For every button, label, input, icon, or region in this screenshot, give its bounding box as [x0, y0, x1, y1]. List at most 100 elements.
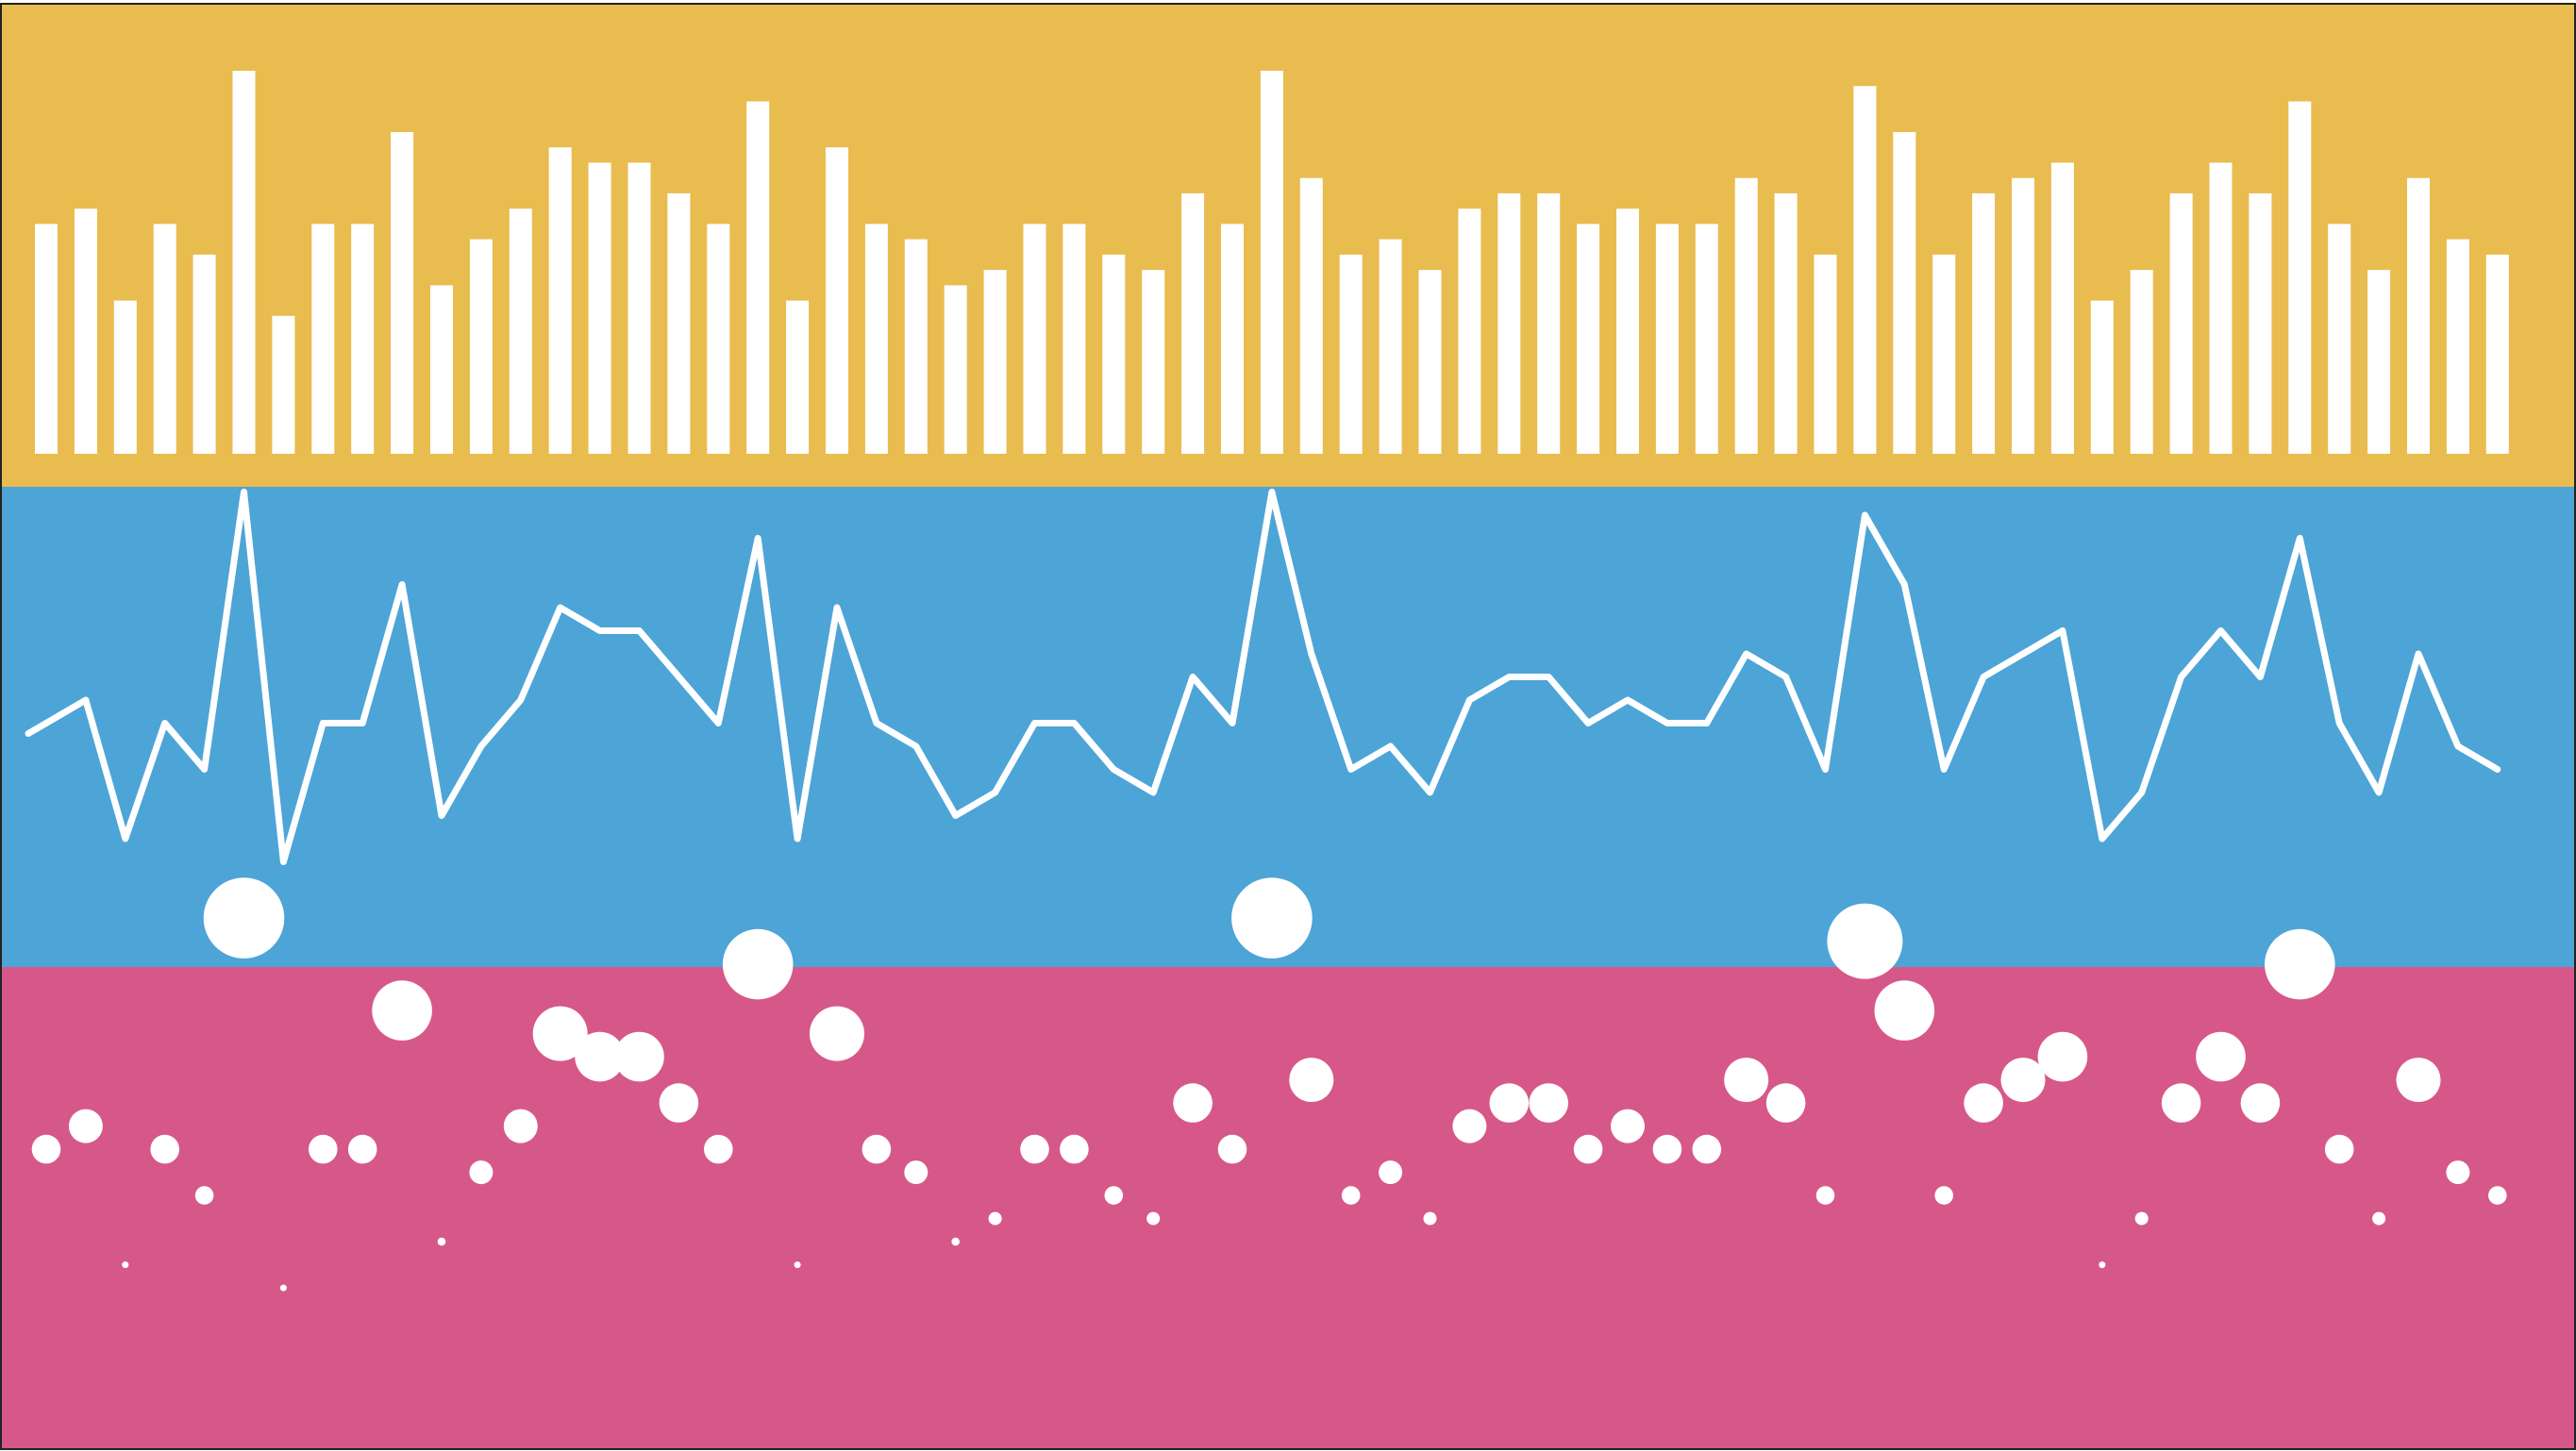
bar-series [35, 71, 2509, 454]
dot-11 [437, 1237, 446, 1246]
bar-53 [2090, 300, 2114, 454]
bar-6 [232, 71, 256, 454]
bar-63 [2485, 254, 2509, 454]
dot-55 [2161, 1083, 2201, 1123]
dot-33 [1289, 1058, 1334, 1103]
dot-3 [122, 1261, 129, 1269]
bar-12 [469, 239, 493, 454]
bar-18 [707, 224, 730, 454]
dot-10 [372, 980, 432, 1041]
dot-49 [1934, 1186, 1953, 1205]
dot-40 [1573, 1134, 1603, 1164]
bar-25 [983, 270, 1007, 454]
bar-51 [2012, 177, 2034, 454]
dot-7 [279, 1284, 287, 1292]
bar-14 [548, 147, 572, 454]
dot-38 [1489, 1083, 1530, 1123]
dot-37 [1452, 1109, 1487, 1143]
dot-51 [2000, 1058, 2046, 1103]
dot-15 [575, 1031, 625, 1082]
dot-1 [31, 1134, 61, 1164]
bar-55 [2169, 192, 2193, 454]
bar-3 [113, 300, 137, 454]
bar-1 [35, 224, 58, 454]
bar-56 [2209, 162, 2233, 454]
bar-52 [2050, 162, 2074, 454]
line-series [25, 489, 2501, 865]
dot-34 [1341, 1186, 1361, 1205]
bar-35 [1379, 239, 1402, 454]
bar-42 [1655, 224, 1679, 454]
bar-17 [667, 192, 691, 454]
bar-61 [2407, 177, 2430, 454]
dot-32 [1231, 877, 1313, 959]
dot-31 [1217, 1134, 1247, 1164]
bar-33 [1299, 177, 1323, 454]
bar-29 [1142, 270, 1165, 454]
bar-36 [1418, 270, 1442, 454]
dot-9 [347, 1134, 377, 1164]
dot-14 [532, 1006, 588, 1061]
dot-4 [150, 1134, 179, 1164]
dot-53 [2099, 1261, 2106, 1269]
dot-39 [1529, 1083, 1568, 1123]
dot-19 [722, 928, 794, 1000]
bar-28 [1102, 254, 1126, 454]
dot-20 [794, 1261, 801, 1269]
bar-49 [1932, 254, 1956, 454]
dot-58 [2265, 928, 2335, 1000]
bar-11 [430, 285, 453, 454]
bar-13 [509, 208, 532, 454]
bar-41 [1616, 208, 1639, 454]
dot-25 [988, 1211, 1002, 1226]
bar-19 [746, 101, 770, 454]
bar-45 [1774, 192, 1798, 454]
dot-series [31, 877, 2507, 1292]
dot-50 [1964, 1083, 2003, 1123]
dot-21 [810, 1006, 864, 1061]
bar-21 [826, 147, 848, 454]
dot-46 [1815, 1186, 1835, 1205]
bar-32 [1260, 71, 1283, 454]
bar-22 [864, 224, 888, 454]
bar-50 [1972, 192, 1996, 454]
dot-44 [1724, 1058, 1769, 1103]
dot-36 [1423, 1211, 1437, 1226]
dot-26 [1020, 1134, 1049, 1164]
dot-5 [194, 1186, 214, 1205]
bar-60 [2367, 270, 2391, 454]
bar-8 [311, 224, 335, 454]
dot-30 [1173, 1083, 1213, 1123]
bar-43 [1695, 224, 1718, 454]
dot-28 [1104, 1186, 1124, 1205]
bar-57 [2249, 192, 2272, 454]
dot-24 [951, 1237, 960, 1246]
dot-48 [1874, 980, 1935, 1041]
dot-60 [2372, 1211, 2386, 1226]
bar-58 [2288, 101, 2312, 454]
dot-13 [503, 1109, 538, 1143]
bar-40 [1577, 224, 1600, 454]
bar-7 [272, 315, 295, 454]
bar-59 [2328, 224, 2351, 454]
dot-12 [469, 1160, 493, 1185]
bar-9 [351, 224, 375, 454]
dot-45 [1765, 1083, 1806, 1123]
bar-62 [2446, 239, 2469, 454]
bar-37 [1458, 208, 1481, 454]
dot-47 [1827, 903, 1903, 979]
dot-57 [2240, 1083, 2281, 1123]
dot-6 [203, 877, 285, 959]
bar-39 [1537, 192, 1561, 454]
dot-59 [2324, 1134, 2354, 1164]
bar-27 [1062, 224, 1086, 454]
dot-43 [1692, 1134, 1722, 1164]
bar-34 [1339, 254, 1363, 454]
dot-41 [1611, 1109, 1645, 1143]
bar-31 [1221, 224, 1244, 454]
bar-4 [153, 224, 176, 454]
dot-27 [1060, 1134, 1089, 1164]
bar-20 [786, 300, 810, 454]
